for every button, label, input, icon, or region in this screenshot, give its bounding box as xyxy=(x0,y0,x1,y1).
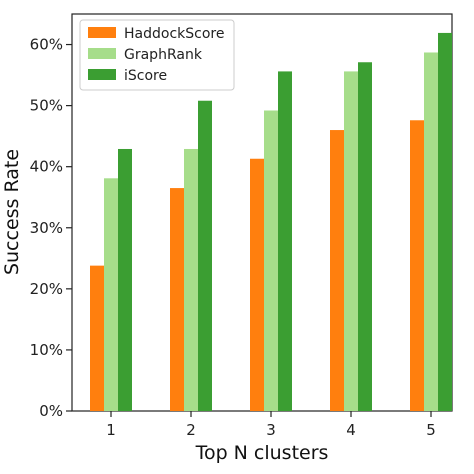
y-tick-label: 40% xyxy=(30,158,63,176)
bar-haddockscore-1 xyxy=(90,265,104,411)
legend-box xyxy=(79,19,235,91)
y-tick-label: 10% xyxy=(30,341,63,359)
y-tick-label: 30% xyxy=(30,219,63,237)
y-tick-label: 60% xyxy=(30,36,63,54)
bar-iscore-3 xyxy=(278,71,292,411)
x-tick-label: 3 xyxy=(266,421,276,439)
legend-swatch-haddockscore xyxy=(88,27,116,38)
bar-haddockscore-4 xyxy=(330,130,344,412)
x-axis: 1 2 3 4 5 xyxy=(106,411,436,439)
x-tick-label: 4 xyxy=(346,421,356,439)
y-tick-label: 0% xyxy=(39,402,63,420)
x-tick-label: 1 xyxy=(106,421,116,439)
bar-graphrank-2 xyxy=(184,148,198,412)
x-tick-label: 2 xyxy=(186,421,196,439)
legend-label-graphrank: GraphRank xyxy=(124,47,203,63)
x-tick-label: 5 xyxy=(426,421,436,439)
y-axis: 0% 10% 20% 30% 40% 50% 60% xyxy=(30,36,72,420)
bar-iscore-2 xyxy=(198,100,212,411)
y-tick-label: 20% xyxy=(30,280,63,298)
y-axis-label: Success Rate xyxy=(1,149,23,275)
legend-swatch-graphrank xyxy=(88,48,116,59)
bar-iscore-1 xyxy=(118,148,132,412)
bar-graphrank-4 xyxy=(344,71,358,411)
bar-graphrank-1 xyxy=(104,178,118,411)
bar-haddockscore-5 xyxy=(410,120,424,412)
legend-swatch-iscore xyxy=(88,69,116,80)
y-tick-label: 50% xyxy=(30,97,63,115)
legend-label-iscore: iScore xyxy=(124,68,167,84)
bar-iscore-5 xyxy=(438,32,452,412)
bar-haddockscore-3 xyxy=(250,158,264,411)
bar-iscore-4 xyxy=(358,62,372,411)
bar-haddockscore-2 xyxy=(170,188,184,411)
legend: HaddockScore GraphRank iScore xyxy=(79,19,235,91)
legend-label-haddockscore: HaddockScore xyxy=(124,26,224,42)
bars-group xyxy=(90,32,452,412)
bar-graphrank-5 xyxy=(424,52,438,411)
x-axis-label: Top N clusters xyxy=(195,442,329,464)
bar-graphrank-3 xyxy=(264,110,278,411)
